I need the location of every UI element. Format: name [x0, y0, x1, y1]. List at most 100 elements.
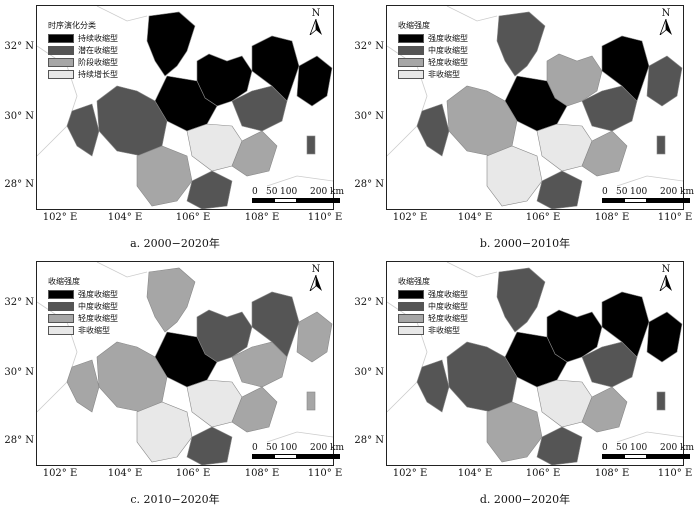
legend-item: 非收缩型 [48, 324, 118, 336]
longitude-label: 104° E [107, 212, 143, 223]
map-frame [386, 261, 684, 466]
north-label: N [661, 8, 671, 19]
scale-tick-label: 200 km [660, 443, 695, 453]
legend-label: 非收缩型 [428, 325, 460, 335]
latitude-label: 32° N [4, 41, 34, 52]
map-region [66, 103, 100, 157]
map-region [581, 130, 628, 177]
map-legend: 收缩强度 强度收缩型 中度收缩型 轻度收缩型 非收缩型 [398, 276, 468, 336]
province-boundary [446, 262, 498, 278]
north-label: N [661, 264, 671, 275]
map-region [581, 85, 638, 132]
latitude-label: 30° N [354, 111, 384, 122]
legend-swatch [48, 325, 74, 335]
province-boundary [616, 431, 683, 443]
scale-bar: 0 50 100 200 km [252, 187, 362, 203]
north-label: N [311, 264, 321, 275]
map-legend: 收缩强度 强度收缩型 中度收缩型 轻度收缩型 非收缩型 [398, 20, 468, 80]
map-region [601, 35, 650, 102]
map-region [251, 35, 300, 102]
scale-tick-label: 100 [280, 187, 298, 197]
scale-segment [296, 455, 339, 458]
longitude-label: 102° E [42, 468, 78, 479]
north-arrow-icon [309, 18, 322, 37]
scale-tick-label: 50 [266, 443, 278, 453]
map-region [231, 341, 288, 388]
legend-swatch [398, 301, 424, 311]
map-region [446, 85, 518, 157]
latitude-label: 32° N [4, 297, 34, 308]
scale-ticks: 0 50 100 200 km [252, 443, 362, 454]
legend-item: 强度收缩型 [398, 32, 468, 44]
longitude-label: 108° E [594, 468, 630, 479]
map-frame [386, 5, 684, 210]
province-boundary [266, 431, 333, 443]
map-frame [36, 261, 334, 466]
legend-swatch [398, 45, 424, 55]
scale-bar-graphic [252, 454, 340, 459]
legend-swatch [398, 325, 424, 335]
panel-caption: b. 2000−2010年 [479, 237, 571, 250]
scale-tick-label: 0 [252, 187, 258, 197]
legend-swatch [48, 57, 74, 67]
legend-label: 强度收缩型 [428, 289, 468, 299]
legend-label: 轻度收缩型 [428, 57, 468, 67]
scale-tick-label: 0 [602, 443, 608, 453]
panel-caption: d. 2000−2020年 [479, 493, 571, 506]
north-arrow: N [308, 264, 324, 294]
map-svg [387, 262, 683, 465]
legend-item: 强度收缩型 [48, 288, 118, 300]
legend-label: 非收缩型 [78, 325, 110, 335]
map-panel: 收缩强度 强度收缩型 中度收缩型 轻度收缩型 非收缩型 N 0 50 100 200 km 32° … [350, 256, 700, 512]
province-boundary [96, 6, 148, 22]
legend-title: 收缩强度 [398, 21, 430, 30]
legend-label: 中度收缩型 [428, 45, 468, 55]
legend-item: 轻度收缩型 [398, 312, 468, 324]
scale-segment [253, 455, 275, 458]
scale-ticks: 0 50 100 200 km [252, 187, 362, 198]
map-region [496, 11, 546, 77]
longitude-label: 106° E [175, 468, 211, 479]
scale-tick-label: 50 [616, 443, 628, 453]
legend-label: 轻度收缩型 [78, 313, 118, 323]
longitude-label: 110° E [307, 212, 343, 223]
longitude-label: 102° E [42, 212, 78, 223]
legend-label: 中度收缩型 [428, 301, 468, 311]
scale-tick-label: 0 [602, 187, 608, 197]
scale-tick-label: 100 [280, 443, 298, 453]
scale-tick-label: 50 [266, 187, 278, 197]
map-region [646, 55, 683, 107]
map-region [536, 426, 583, 465]
scale-tick-label: 100 [630, 443, 648, 453]
legend-swatch [48, 69, 74, 79]
map-region [186, 170, 233, 209]
scale-segment [253, 199, 275, 202]
latitude-label: 32° N [354, 297, 384, 308]
map-legend: 收缩强度 强度收缩型 中度收缩型 轻度收缩型 非收缩型 [48, 276, 118, 336]
map-region [601, 291, 650, 358]
north-arrow: N [308, 8, 324, 38]
scale-segment [646, 199, 689, 202]
north-arrow-icon [659, 18, 672, 37]
longitude-label: 102° E [392, 212, 428, 223]
legend-swatch [48, 313, 74, 323]
north-arrow: N [658, 8, 674, 38]
panel-caption: a. 2000−2020年 [130, 237, 220, 250]
map-region [231, 130, 278, 177]
map-panel: 时序演化分类 持续收缩型 潜在收缩型 阶段收缩型 持续增长型 N 0 50 100 200 km 3… [0, 0, 350, 256]
map-region [96, 85, 168, 157]
legend-item: 持续增长型 [48, 68, 118, 80]
province-boundary [266, 175, 333, 187]
latitude-label: 28° N [4, 179, 34, 190]
longitude-label: 108° E [244, 212, 280, 223]
legend-item: 阶段收缩型 [48, 56, 118, 68]
legend-swatch [48, 289, 74, 299]
legend-item: 强度收缩型 [398, 288, 468, 300]
scale-bar-graphic [602, 198, 690, 203]
map-svg [37, 262, 333, 465]
latitude-label: 30° N [4, 111, 34, 122]
map-region [296, 55, 333, 107]
legend-swatch [398, 69, 424, 79]
map-region [656, 391, 666, 411]
map-region [536, 170, 583, 209]
